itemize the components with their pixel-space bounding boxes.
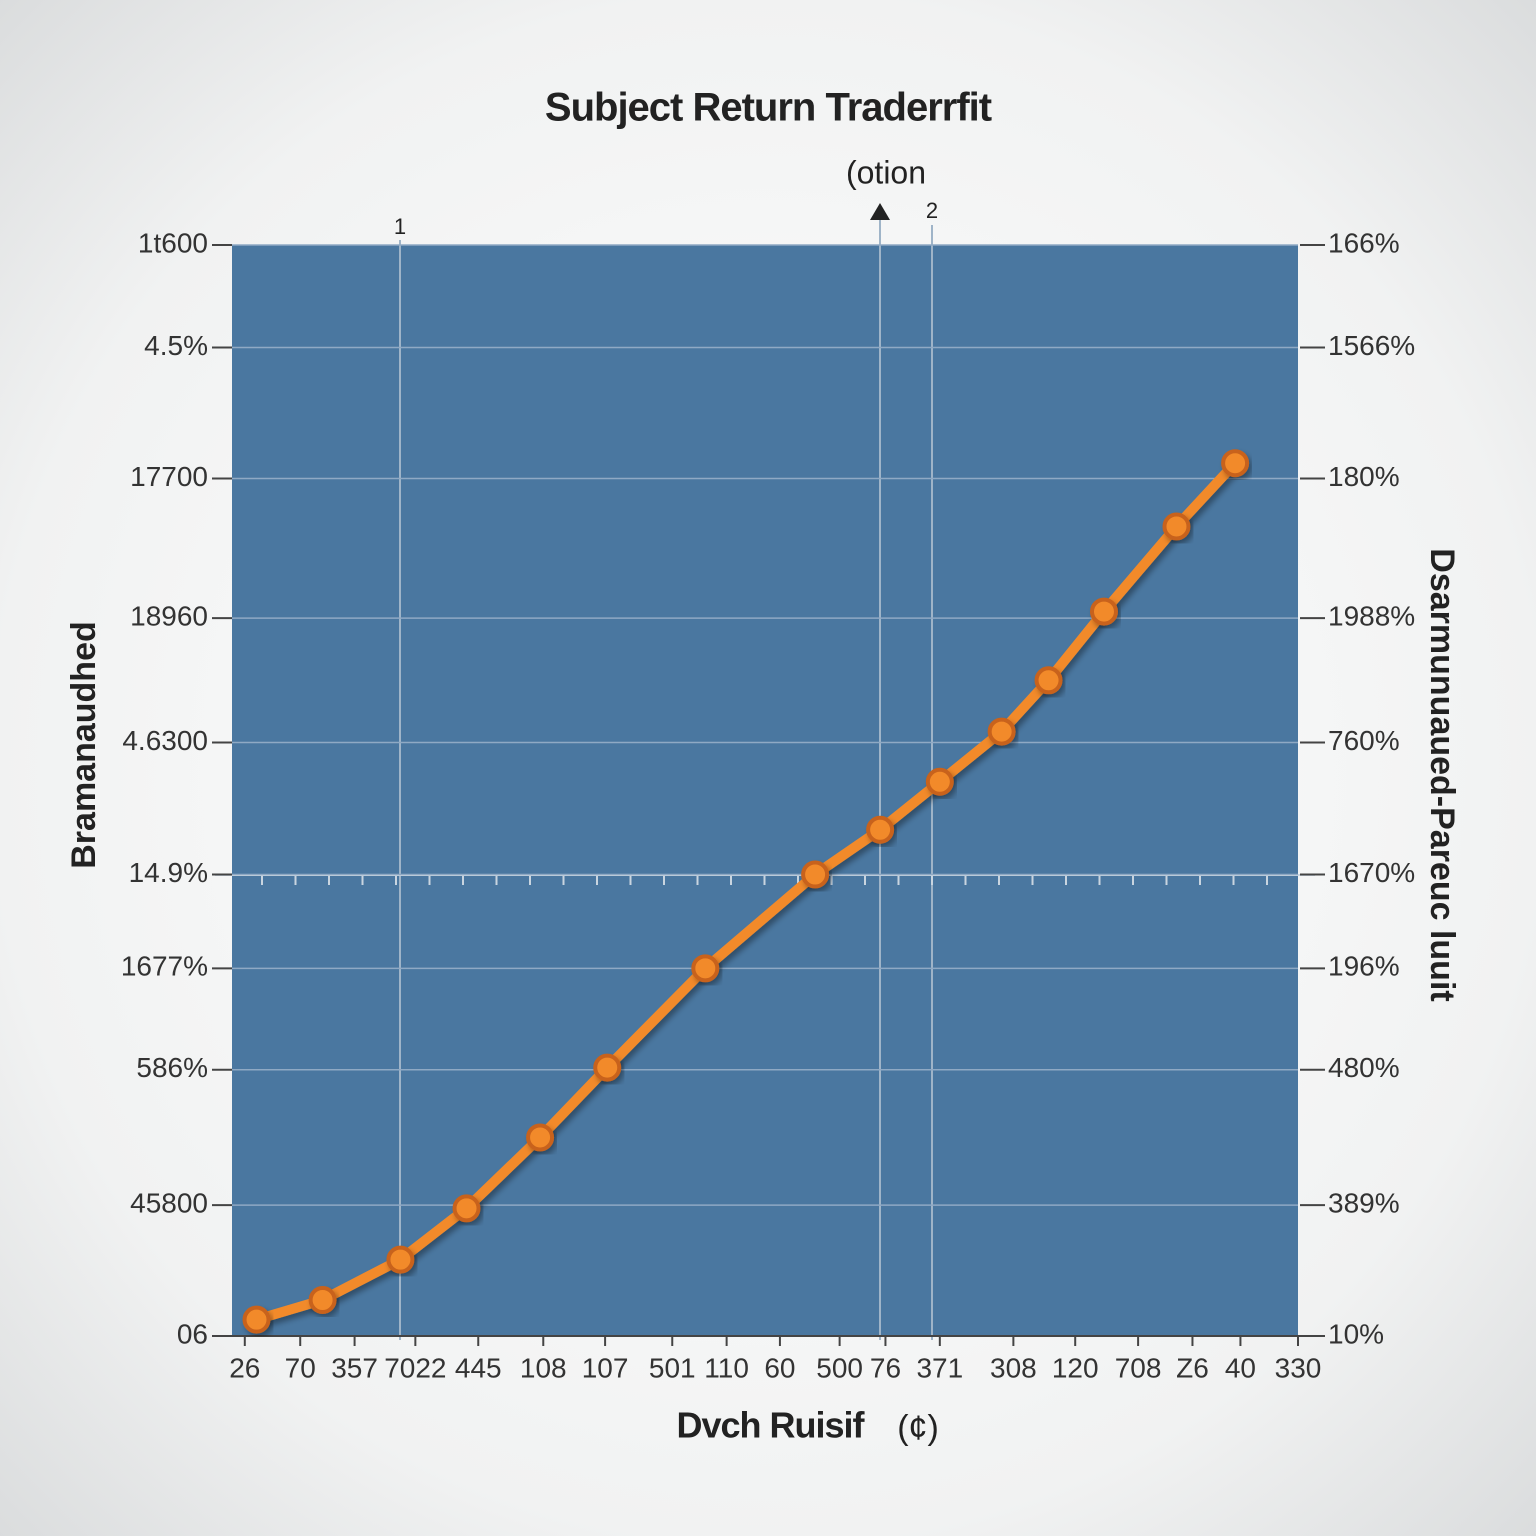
x-tick-label: 26 [229, 1352, 260, 1383]
point [452, 1194, 481, 1223]
x-tick-label: Z6 [1176, 1352, 1209, 1383]
x-tick-label: 76 [870, 1352, 901, 1383]
point [526, 1123, 555, 1152]
point [691, 954, 720, 983]
point [1162, 512, 1191, 541]
x-tick-label: 308 [990, 1352, 1037, 1383]
y-tick-label: 17700 [130, 461, 208, 492]
x-tick-label: 330 [1275, 1352, 1322, 1383]
x-axis-unit: (¢) [897, 1409, 939, 1447]
y2-tick-label: 389% [1328, 1187, 1400, 1218]
x-tick-label: 357 [331, 1352, 378, 1383]
y-tick-label: 4.6300 [122, 725, 208, 756]
point [801, 860, 830, 889]
y-tick-label: 4.5% [144, 330, 208, 361]
x-tick-label: 445 [455, 1352, 502, 1383]
y-tick-label: 586% [136, 1052, 208, 1083]
y-tick-label: 1677% [121, 951, 208, 982]
y2-tick-label: 196% [1328, 951, 1400, 982]
y2-tick-label: 480% [1328, 1052, 1400, 1083]
y-axis-label: Bramanaudhed [65, 621, 103, 869]
point [308, 1285, 337, 1314]
x-tick-label: 501 [649, 1352, 696, 1383]
x-tick-label: 70 [285, 1352, 316, 1383]
y2-tick-label: 166% [1328, 227, 1400, 258]
x-tick-label: 120 [1052, 1352, 1099, 1383]
point [1221, 449, 1250, 478]
x-tick-label: 40 [1225, 1352, 1256, 1383]
y2-tick-label: 1566% [1328, 330, 1415, 361]
x-tick-label: 107 [582, 1352, 629, 1383]
y-tick-label: 06 [177, 1318, 208, 1349]
point [987, 717, 1016, 746]
y-tick-label: 45800 [130, 1187, 208, 1218]
x-tick-label: 60 [764, 1352, 795, 1383]
arrow [870, 203, 890, 220]
y-tick-label: 18960 [130, 601, 208, 632]
y2-tick-label: 760% [1328, 725, 1400, 756]
x-tick-label: 7022 [384, 1352, 446, 1383]
y-tick-label: 1t600 [138, 227, 208, 258]
point [925, 767, 954, 796]
y2-tick-label: 180% [1328, 461, 1400, 492]
y2-tick-label: 1670% [1328, 857, 1415, 888]
point [1034, 666, 1063, 695]
point [242, 1305, 271, 1334]
point [386, 1245, 415, 1274]
x-tick-label: 110 [704, 1352, 749, 1383]
point [1089, 597, 1118, 626]
chart-subtitle: (otion [846, 154, 926, 190]
annotation: 2 [926, 198, 938, 223]
y2-tick-label: 10% [1328, 1318, 1384, 1349]
annotation: 1 [394, 214, 406, 239]
x-tick-label: 371 [916, 1352, 963, 1383]
chart-title: Subject Return Traderrfit [545, 86, 992, 130]
x-tick-label: 500 [816, 1352, 863, 1383]
x-tick-label: 108 [520, 1352, 567, 1383]
plot-area [232, 245, 1298, 1336]
point [593, 1053, 622, 1082]
x-tick-label: 708 [1115, 1352, 1162, 1383]
y2-axis-label: Dsarmunuaued-Pareuc luuit [1423, 548, 1461, 1001]
y-tick-label: 14.9% [129, 857, 208, 888]
point [866, 815, 895, 844]
x-axis-label: Dvch Ruisif [676, 1405, 865, 1446]
y2-tick-label: 1988% [1328, 601, 1415, 632]
